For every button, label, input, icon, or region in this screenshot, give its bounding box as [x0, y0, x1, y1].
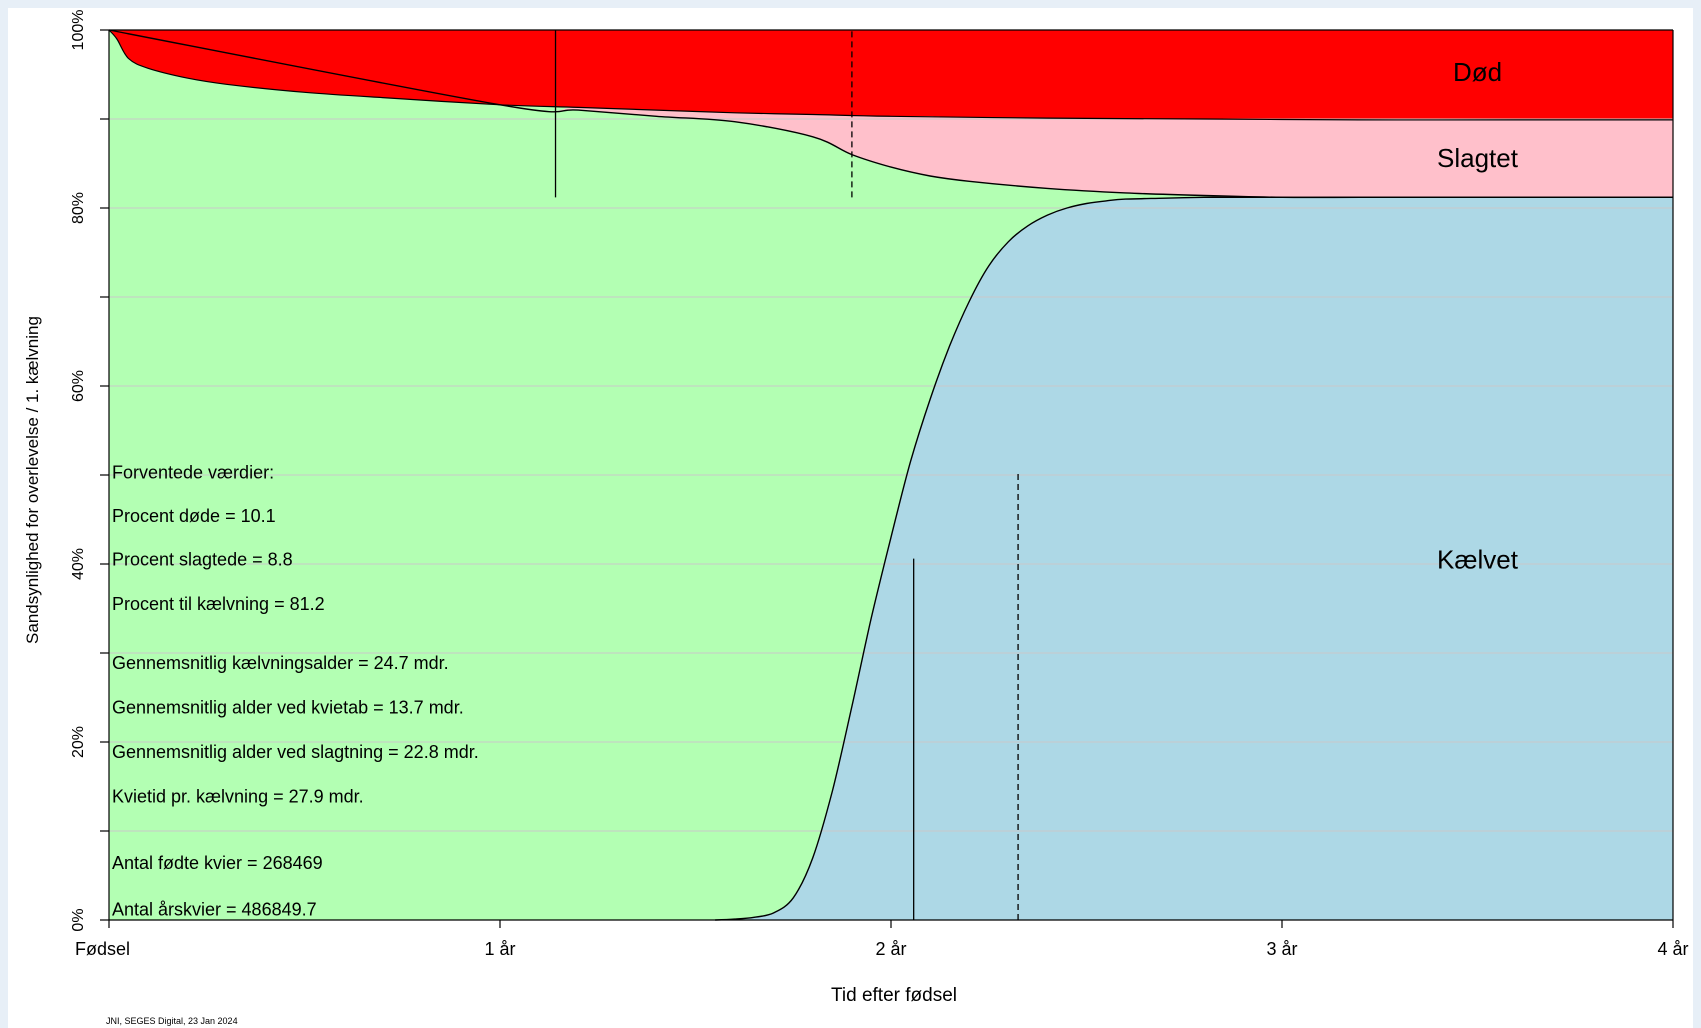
- footer-credit: JNI, SEGES Digital, 23 Jan 2024: [106, 1016, 238, 1026]
- x-tick-label: 1 år: [484, 939, 515, 959]
- y-tick-label: 80%: [70, 192, 87, 224]
- annotation-line: Procent døde = 10.1: [112, 506, 276, 526]
- annotation-line: Gennemsnitlig kælvningsalder = 24.7 mdr.: [112, 653, 449, 673]
- y-tick-label: 20%: [70, 726, 87, 758]
- y-tick-label: 60%: [70, 370, 87, 402]
- x-axis-title: Tid efter fødsel: [831, 985, 957, 1006]
- chart-frame: Fødsel 1 år 2 år 3 år 4 år 0% 20% 40% 60% 80% 100%…: [8, 8, 1693, 1028]
- y-tick-label: 100%: [70, 10, 87, 51]
- annotation-line: Gennemsnitlig alder ved kvietab = 13.7 m…: [112, 697, 464, 717]
- annotation-line: Procent til kælvning = 81.2: [112, 594, 325, 614]
- annotation-line: Antal fødte kvier = 268469: [112, 853, 323, 873]
- x-tick-label: 4 år: [1657, 939, 1688, 959]
- survival-area-chart: Fødsel 1 år 2 år 3 år 4 år 0% 20% 40% 60% 80% 100%…: [8, 8, 1693, 1028]
- x-tick-label: Fødsel: [75, 939, 130, 959]
- region-label: Slagtet: [1437, 143, 1519, 173]
- annotation-line: Kvietid pr. kælvning = 27.9 mdr.: [112, 786, 364, 806]
- region-label: Død: [1453, 57, 1502, 87]
- annotation-line: Forventede værdier:: [112, 462, 274, 482]
- x-tick-label: 2 år: [875, 939, 906, 959]
- annotation-line: Procent slagtede = 8.8: [112, 550, 293, 570]
- y-tick-label: 40%: [70, 548, 87, 580]
- annotation-line: Gennemsnitlig alder ved slagtning = 22.8…: [112, 742, 479, 762]
- region-label: Kælvet: [1437, 545, 1519, 575]
- y-tick-label: 0%: [70, 908, 87, 931]
- y-axis-title: Sandsynlighed for overlevelse / 1. kælvn…: [23, 316, 42, 644]
- annotation-line: Antal årskvier = 486849.7: [112, 899, 317, 919]
- x-tick-label: 3 år: [1266, 939, 1297, 959]
